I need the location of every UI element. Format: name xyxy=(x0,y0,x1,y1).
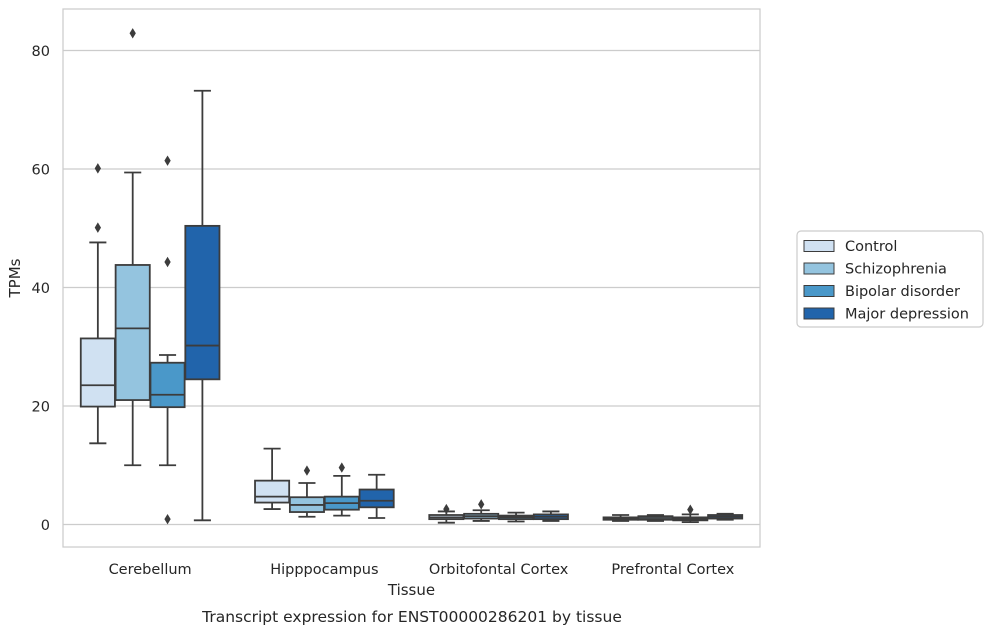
outlier-point xyxy=(94,222,101,233)
y-axis-label: TPMs xyxy=(6,258,24,298)
legend-swatch xyxy=(803,285,835,297)
legend: Control Schizophrenia Bipolar disorder Majo… xyxy=(796,230,984,328)
legend-swatch xyxy=(803,240,835,252)
outlier-point xyxy=(338,462,345,473)
box-group xyxy=(79,163,116,445)
box-group xyxy=(672,504,709,524)
legend-swatch xyxy=(803,307,835,320)
outlier-point xyxy=(94,163,101,174)
box-group xyxy=(498,511,535,523)
legend-label: Bipolar disorder xyxy=(845,284,960,300)
box-group xyxy=(358,473,395,519)
x-tick-label: Hipppocampus xyxy=(270,562,378,578)
y-tick-label: 40 xyxy=(32,281,50,297)
box-group xyxy=(288,465,325,518)
box-group xyxy=(532,510,569,522)
box-iqr xyxy=(358,488,395,509)
outlier-point xyxy=(164,513,171,525)
y-tick-label: 60 xyxy=(32,162,50,178)
legend-frame xyxy=(796,230,984,328)
box-group xyxy=(114,28,151,467)
legend-item: Bipolar disorder xyxy=(803,284,960,300)
box-iqr xyxy=(79,337,116,408)
y-tick-label: 0 xyxy=(41,518,50,534)
legend-label: Control xyxy=(845,239,897,255)
outlier-point xyxy=(478,499,485,510)
outlier-point xyxy=(443,503,450,515)
outlier-point xyxy=(164,155,171,166)
box-group xyxy=(323,462,360,517)
x-tick-label: Cerebellum xyxy=(109,562,192,578)
x-tick-labels: Cerebellum Hipppocampus Orbitofontal Corte… xyxy=(109,562,735,578)
box-iqr xyxy=(254,479,291,504)
outlier-point xyxy=(687,504,694,515)
box-iqr xyxy=(184,224,221,381)
x-tick-label: Orbitofontal Cortex xyxy=(429,562,569,578)
box-group xyxy=(463,499,500,522)
x-tick-label: Prefrontal Cortex xyxy=(611,562,734,578)
outlier-point xyxy=(164,256,171,268)
box-group xyxy=(149,155,186,525)
x-axis-label: Tissue xyxy=(387,581,435,599)
boxes-layer xyxy=(79,28,744,525)
legend-label: Major depression xyxy=(845,307,969,323)
box-iqr xyxy=(114,264,151,401)
y-tick-label: 20 xyxy=(32,399,50,415)
legend-item: Schizophrenia xyxy=(803,262,947,278)
box-group xyxy=(637,514,674,522)
legend-label: Schizophrenia xyxy=(845,262,947,278)
box-group xyxy=(254,447,291,510)
y-tick-label: 80 xyxy=(32,44,50,60)
chart-title: Transcript expression for ENST0000028620… xyxy=(201,608,622,626)
outlier-point xyxy=(129,28,136,39)
outlier-point xyxy=(303,465,311,476)
plot-frame xyxy=(62,8,761,548)
box-group xyxy=(184,89,221,522)
box-iqr xyxy=(149,361,186,409)
box-group xyxy=(602,514,639,522)
box-group xyxy=(428,503,465,524)
y-tick-labels: 0 20 40 60 80 xyxy=(32,44,50,534)
legend-item: Control xyxy=(803,239,897,255)
legend-swatch xyxy=(803,262,835,275)
legend-item: Major depression xyxy=(803,307,969,323)
box-group xyxy=(707,512,744,521)
